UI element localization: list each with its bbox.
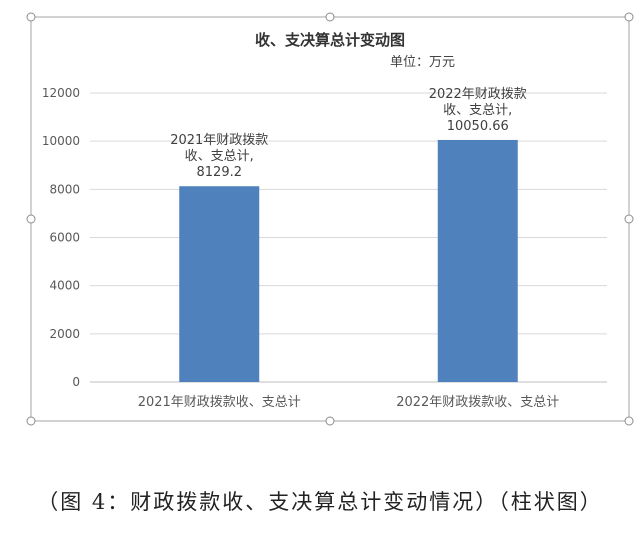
data-labels: 2021年财政拨款收、支总计,8129.22022年财政拨款收、支总计,1005… — [170, 87, 527, 180]
resize-handle — [624, 214, 634, 224]
resize-handle — [624, 416, 634, 426]
bar-2 — [437, 139, 518, 382]
figure-caption: （图 4：财政拨款收、支决算总计变动情况）（柱状图） — [37, 490, 603, 514]
y-tick-label: 6000 — [49, 231, 80, 245]
bars — [179, 139, 518, 382]
resize-handle — [325, 12, 335, 22]
resize-handle — [26, 416, 36, 426]
x-axis: 2021年财政拨款收、支总计 2022年财政拨款收、支总计 — [138, 395, 560, 410]
gridlines — [90, 92, 607, 383]
bar-chart: 收、支决算总计变动图 单位：万元 0 2000 4000 6000 8000 10000 1… — [26, 12, 634, 426]
resize-handle — [26, 214, 36, 224]
y-tick-label: 12000 — [42, 86, 80, 100]
selection-handles — [26, 12, 634, 426]
y-axis: 0 2000 4000 6000 8000 10000 12000 — [42, 86, 80, 389]
data-label: 2021年财政拨款 — [170, 133, 268, 148]
y-tick-label: 4000 — [49, 279, 80, 293]
unit-note: 单位：万元 — [390, 55, 455, 70]
data-label: 10050.66 — [447, 119, 509, 134]
data-label: 8129.2 — [197, 165, 243, 180]
resize-handle — [325, 416, 335, 426]
bar-1 — [179, 186, 260, 382]
y-tick-label: 2000 — [49, 327, 80, 341]
data-label: 收、支总计, — [185, 149, 254, 164]
data-label: 收、支总计, — [443, 103, 512, 118]
chart-selection-border — [30, 16, 630, 422]
x-tick-label: 2022年财政拨款收、支总计 — [396, 395, 559, 410]
chart-title: 收、支决算总计变动图 — [255, 31, 405, 49]
resize-handle — [26, 12, 36, 22]
data-label: 2022年财政拨款 — [429, 87, 527, 102]
y-tick-label: 10000 — [42, 134, 80, 148]
y-tick-label: 0 — [72, 375, 80, 389]
resize-handle — [624, 12, 634, 22]
y-tick-label: 8000 — [49, 182, 80, 196]
x-tick-label: 2021年财政拨款收、支总计 — [138, 395, 301, 410]
chart-frame: 收、支决算总计变动图 单位：万元 0 2000 4000 6000 8000 10000 1… — [26, 12, 634, 426]
